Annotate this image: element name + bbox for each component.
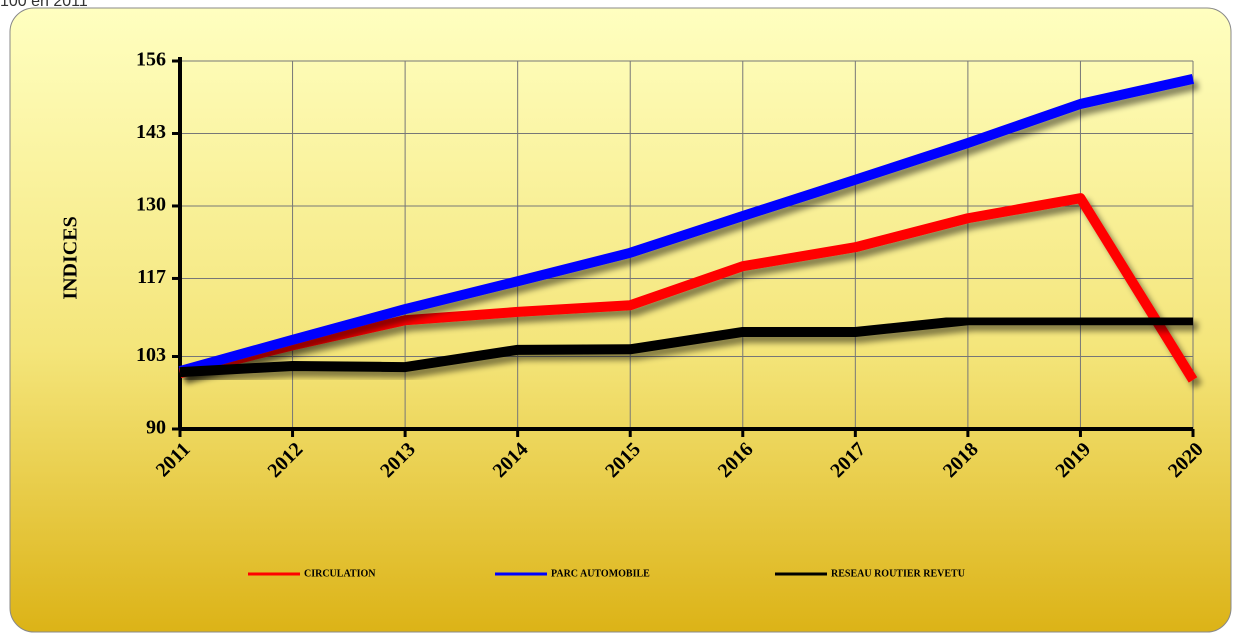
- y-tick-label: 143: [136, 121, 166, 143]
- y-axis-label: INDICES: [60, 216, 82, 299]
- y-tick-label: 90: [146, 417, 166, 439]
- legend-label: CIRCULATION: [304, 568, 376, 579]
- y-tick-label: 130: [136, 194, 166, 216]
- series-line: [178, 73, 1195, 376]
- series-line: [179, 315, 1193, 378]
- y-tick-label: 117: [137, 266, 166, 288]
- legend-label: RESEAU ROUTIER REVETU: [831, 568, 965, 579]
- series-line: [178, 193, 1198, 383]
- y-tick-label: 156: [136, 49, 166, 71]
- legend-label: PARC AUTOMOBILE: [551, 568, 650, 579]
- subtitle: 100 en 2011: [0, 0, 88, 10]
- panel: [9, 7, 1232, 633]
- y-tick-label: 103: [136, 344, 166, 366]
